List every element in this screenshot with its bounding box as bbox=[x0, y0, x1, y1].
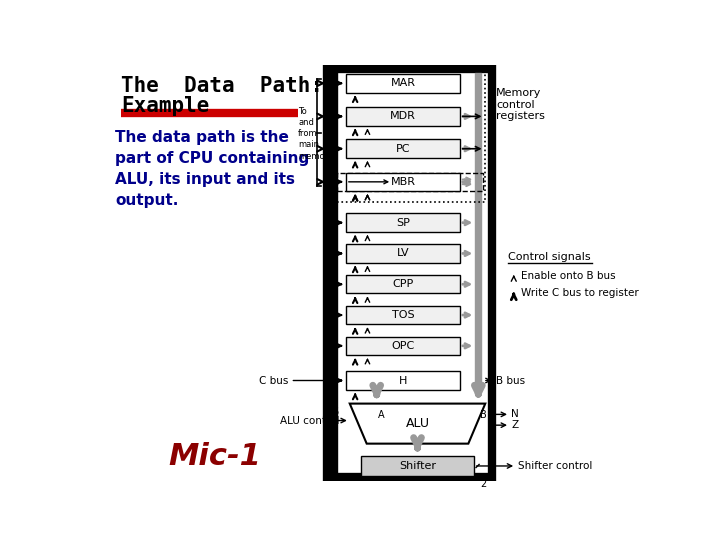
Bar bbox=[327, 69, 492, 477]
Text: Write C bus to register: Write C bus to register bbox=[521, 288, 639, 298]
Polygon shape bbox=[350, 403, 485, 444]
Bar bbox=[346, 139, 460, 158]
Text: LV: LV bbox=[397, 248, 409, 259]
Text: Memory
control
registers: Memory control registers bbox=[496, 88, 545, 121]
Text: H: H bbox=[399, 375, 407, 386]
Text: MDR: MDR bbox=[390, 111, 416, 122]
Text: Shifter: Shifter bbox=[399, 461, 436, 471]
Bar bbox=[346, 173, 460, 191]
Text: A: A bbox=[378, 410, 385, 420]
Text: CPP: CPP bbox=[392, 279, 413, 289]
Bar bbox=[346, 275, 460, 294]
Bar bbox=[346, 74, 460, 92]
Bar bbox=[361, 456, 474, 476]
Text: OPC: OPC bbox=[391, 341, 415, 351]
Bar bbox=[346, 107, 460, 126]
Text: B bus: B bus bbox=[496, 375, 525, 386]
Bar bbox=[337, 173, 483, 191]
Text: Z: Z bbox=[511, 420, 518, 430]
Bar bbox=[346, 336, 460, 355]
Bar bbox=[337, 69, 485, 202]
Text: Shifter control: Shifter control bbox=[518, 461, 592, 471]
Text: B: B bbox=[480, 410, 487, 420]
Text: 6: 6 bbox=[333, 407, 339, 417]
Text: 2: 2 bbox=[480, 479, 486, 489]
Text: TOS: TOS bbox=[392, 310, 414, 320]
Bar bbox=[346, 213, 460, 232]
Text: C bus: C bus bbox=[258, 375, 288, 386]
Text: Control signals: Control signals bbox=[508, 252, 590, 262]
Text: Enable onto B bus: Enable onto B bus bbox=[521, 271, 616, 281]
Bar bbox=[346, 306, 460, 325]
Text: MAR: MAR bbox=[390, 78, 415, 88]
Text: ALU: ALU bbox=[405, 417, 430, 430]
Text: To
and
from
main
memory: To and from main memory bbox=[298, 107, 333, 160]
Text: N: N bbox=[511, 409, 519, 420]
Text: MBR: MBR bbox=[390, 177, 415, 187]
Bar bbox=[346, 372, 460, 390]
Text: The data path is the
part of CPU containing
ALU, its input and its
output.: The data path is the part of CPU contain… bbox=[115, 130, 309, 208]
Text: The  Data  Path:: The Data Path: bbox=[121, 76, 323, 96]
Bar bbox=[346, 244, 460, 262]
Text: PC: PC bbox=[395, 144, 410, 154]
Text: Example: Example bbox=[121, 96, 210, 116]
Text: Mic-1: Mic-1 bbox=[168, 442, 261, 471]
Text: SP: SP bbox=[396, 218, 410, 228]
Text: ALU control: ALU control bbox=[281, 416, 340, 426]
